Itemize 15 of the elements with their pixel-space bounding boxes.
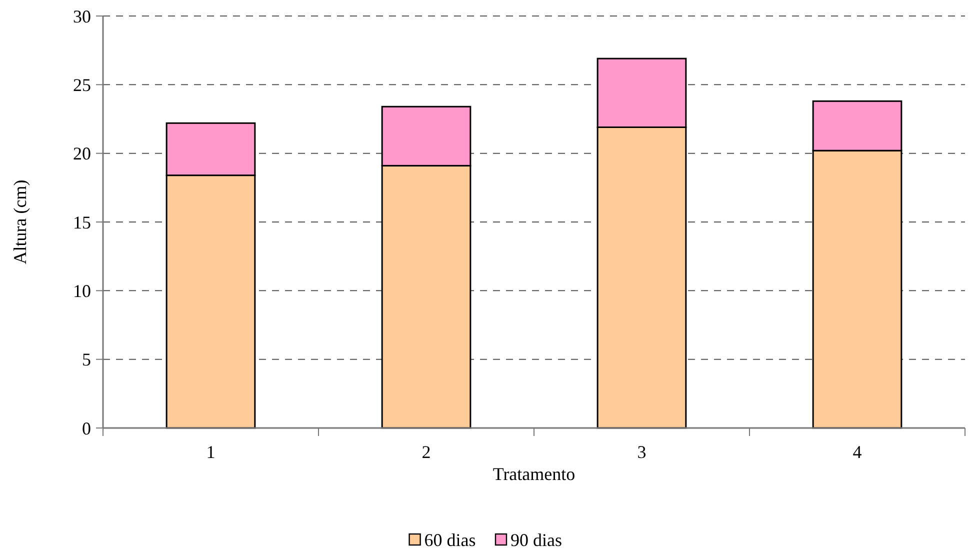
y-tick-label: 25 bbox=[73, 74, 91, 95]
legend-label: 60 dias bbox=[424, 530, 476, 550]
y-axis-title: Altura (cm) bbox=[10, 180, 30, 264]
y-tick-label: 30 bbox=[73, 6, 91, 26]
x-tick-label: 1 bbox=[206, 442, 216, 462]
y-tick-label: 15 bbox=[73, 212, 91, 232]
x-tick-label: 2 bbox=[422, 442, 431, 462]
y-tick-label: 10 bbox=[73, 280, 91, 301]
x-tick-label: 4 bbox=[852, 442, 862, 462]
y-tick-label: 5 bbox=[82, 350, 91, 370]
legend-label: 90 dias bbox=[510, 530, 562, 550]
y-tick-label: 0 bbox=[82, 418, 91, 438]
x-tick-label: 3 bbox=[637, 442, 646, 462]
y-tick-label: 20 bbox=[73, 144, 91, 164]
x-axis-title: Tratamento bbox=[492, 464, 576, 484]
